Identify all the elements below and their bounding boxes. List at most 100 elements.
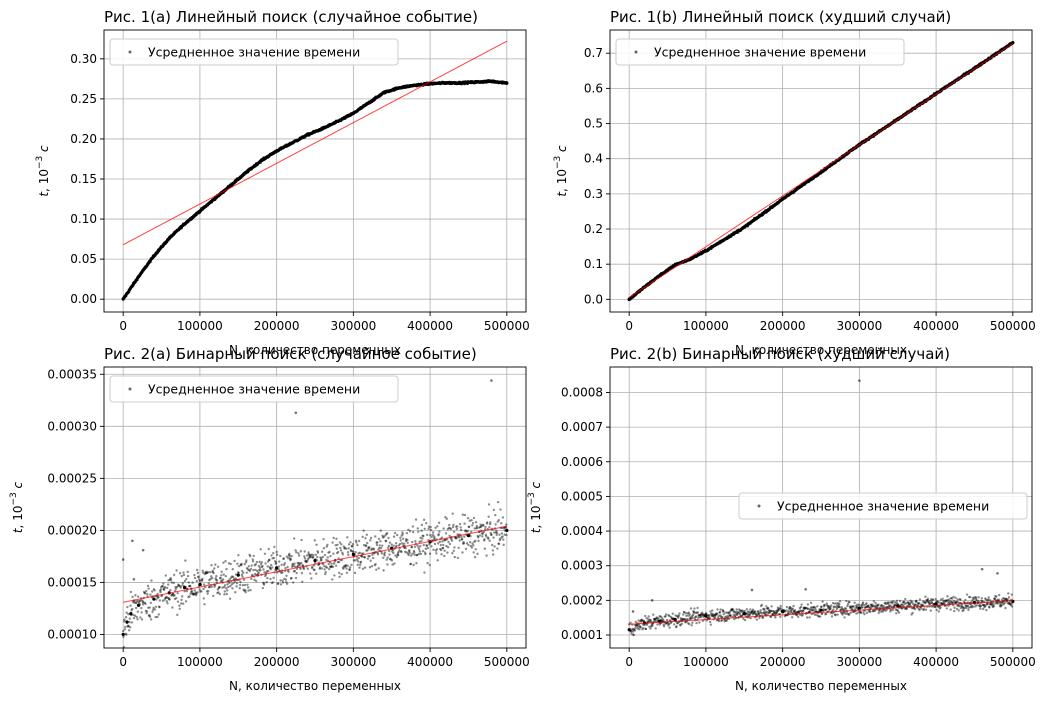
data-point	[727, 611, 730, 615]
data-point	[136, 275, 141, 279]
data-point	[291, 563, 294, 567]
data-point	[488, 539, 491, 542]
data-point	[821, 600, 824, 603]
data-point	[446, 546, 450, 549]
data-point	[197, 576, 200, 579]
data-point	[694, 615, 697, 619]
y-axis-label: t, 10−3 c	[553, 145, 569, 197]
data-point	[437, 533, 440, 536]
data-point	[467, 525, 470, 529]
data-point	[257, 564, 261, 568]
data-point	[382, 569, 385, 572]
data-point	[998, 593, 1001, 597]
data-point	[430, 535, 433, 539]
data-point	[306, 567, 310, 570]
subplot-3: 0 100000 200000 300000 400000 5000000.00010.0…	[527, 345, 1036, 693]
data-point	[929, 599, 932, 603]
data-point	[853, 610, 856, 614]
data-point	[253, 564, 256, 567]
data-point	[339, 549, 343, 552]
data-point	[694, 611, 698, 615]
data-point	[349, 549, 353, 552]
data-point	[737, 608, 741, 611]
data-point	[417, 546, 420, 549]
data-point	[322, 537, 325, 541]
data-point	[345, 547, 348, 550]
data-point	[361, 535, 364, 539]
data-point	[465, 542, 469, 545]
data-point	[266, 560, 270, 563]
data-point	[857, 606, 861, 610]
data-point	[420, 539, 423, 543]
data-point	[253, 572, 257, 576]
data-point	[505, 528, 509, 532]
data-point	[295, 551, 298, 554]
data-point	[872, 600, 876, 603]
data-point	[139, 616, 142, 619]
data-point	[828, 608, 831, 611]
data-point	[701, 619, 705, 623]
data-point	[221, 578, 225, 581]
data-point	[406, 541, 409, 544]
data-point	[793, 611, 796, 614]
data-point	[251, 560, 255, 563]
data-point	[406, 538, 409, 542]
data-point	[652, 617, 656, 621]
data-point	[824, 608, 827, 611]
data-point	[674, 614, 677, 617]
data-point	[281, 579, 284, 582]
data-point	[876, 604, 879, 608]
data-point	[492, 508, 496, 512]
data-point	[880, 610, 883, 613]
data-point	[147, 587, 150, 590]
data-point	[984, 597, 987, 600]
data-point	[795, 611, 798, 614]
data-point	[965, 606, 968, 610]
data-point	[721, 615, 724, 619]
data-point	[929, 609, 932, 612]
data-point	[475, 524, 478, 528]
y-axis-label: t, 10−3 c	[527, 481, 543, 533]
outlier-point	[132, 578, 136, 581]
data-point	[398, 549, 401, 552]
data-point	[721, 608, 724, 612]
data-point	[866, 605, 869, 608]
data-point	[995, 601, 999, 605]
data-point	[423, 527, 426, 531]
data-point	[441, 540, 444, 543]
data-point	[644, 614, 647, 618]
data-point	[257, 571, 260, 574]
data-point	[735, 608, 738, 611]
data-point	[267, 547, 270, 551]
data-point	[735, 610, 738, 614]
data-point	[832, 608, 835, 611]
data-point	[366, 549, 369, 552]
data-point	[501, 516, 505, 519]
data-point	[284, 567, 287, 570]
data-point	[234, 591, 237, 594]
data-point	[698, 614, 702, 617]
data-point	[693, 617, 697, 620]
data-point	[838, 600, 842, 603]
data-point	[956, 601, 960, 604]
data-point	[391, 550, 394, 553]
data-point	[789, 609, 792, 613]
data-point	[498, 533, 501, 536]
data-point	[691, 616, 694, 619]
data-point	[884, 602, 888, 606]
data-point	[911, 600, 914, 603]
data-point	[765, 610, 768, 614]
data-point	[647, 619, 651, 622]
data-point	[985, 603, 989, 606]
data-point	[141, 603, 145, 606]
data-point	[736, 613, 739, 616]
data-point	[327, 567, 331, 571]
data-point	[257, 572, 260, 575]
data-point	[807, 607, 810, 611]
data-point	[726, 615, 730, 619]
x-tick-label: 200000	[760, 319, 806, 333]
data-point	[150, 579, 153, 582]
data-point	[280, 571, 283, 575]
data-point	[362, 543, 366, 547]
data-point	[835, 607, 839, 611]
